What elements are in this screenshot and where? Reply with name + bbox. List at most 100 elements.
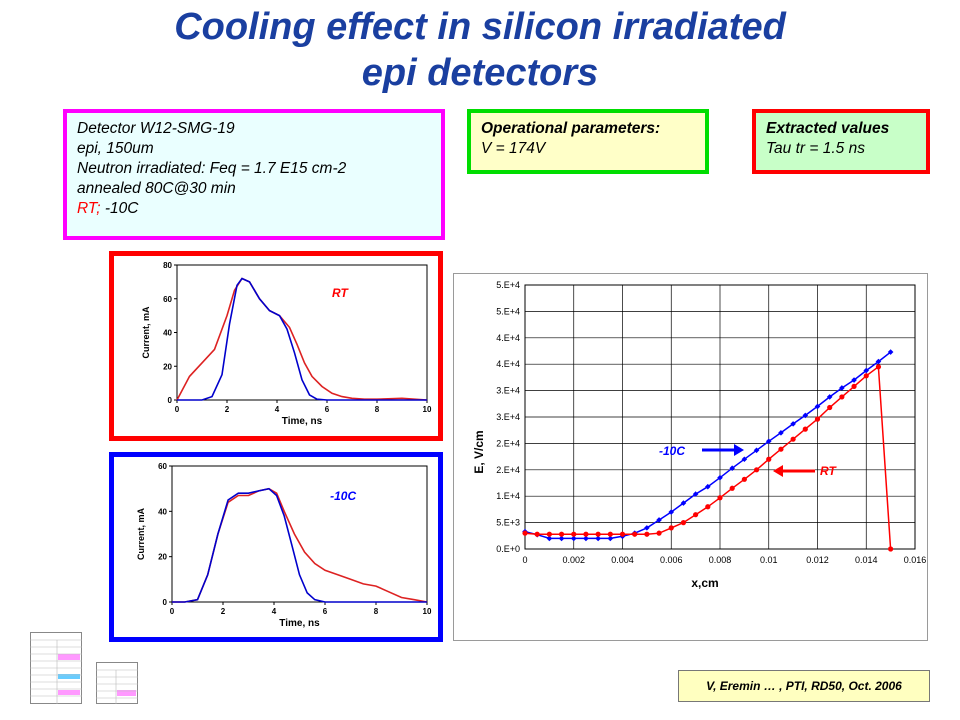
data-point-blue <box>717 474 723 481</box>
data-point-red <box>875 364 882 370</box>
y-tick-label: 1.E+4 <box>496 491 520 501</box>
y-tick-label: 40 <box>163 329 172 338</box>
cold-annotation: -10C <box>659 444 685 458</box>
plot-area <box>171 465 428 603</box>
data-point-red <box>741 476 747 482</box>
data-point-red <box>668 525 674 531</box>
x-tick-label: 0.008 <box>709 555 732 565</box>
y-tick-label: 2.E+4 <box>496 465 520 475</box>
y-axis-label: Current, mA <box>136 508 146 561</box>
x-axis-label: Time, ns <box>282 416 323 427</box>
x-tick-label: 0 <box>175 405 180 414</box>
extracted-value: Tau tr = 1.5 ns <box>766 140 865 157</box>
data-point-red <box>656 530 662 536</box>
y-tick-label: 4.E+4 <box>496 359 520 369</box>
credit-text: V, Eremin … , PTI, RD50, Oct. 2006 <box>706 679 902 693</box>
data-point-red <box>632 531 638 537</box>
x-tick-label: 8 <box>375 405 380 414</box>
data-point-blue <box>570 535 577 542</box>
params-heading: Operational parameters: <box>481 120 661 137</box>
y-tick-label: 60 <box>163 295 172 304</box>
spreadsheet-thumbnail-left <box>30 632 82 704</box>
y-tick-label: 2.E+4 <box>496 438 520 448</box>
x-tick-label: 0.002 <box>562 555 585 565</box>
data-point-blue <box>656 517 662 523</box>
rt-annotation: RT <box>820 464 837 478</box>
x-axis-label: x,cm <box>691 576 718 590</box>
x-tick-label: 0.016 <box>904 555 927 565</box>
extracted-values-box: Extracted values Tau tr = 1.5 ns <box>752 109 930 174</box>
x-tick-label: 4 <box>272 607 277 616</box>
field-profile-chart-frame: 0.E+0 5.E+3 1.E+4 2.E+4 2.E+4 3.E+4 3.E+4 4.E+4… <box>453 273 928 641</box>
data-point-red <box>863 373 869 379</box>
spreadsheet-grid-icon <box>30 632 82 704</box>
y-tick-label: 0.E+0 <box>496 544 520 554</box>
data-point-red <box>778 446 784 452</box>
data-point-blue <box>546 535 553 542</box>
y-tick-label: 5.E+3 <box>496 518 520 528</box>
y-tick-label: 80 <box>163 261 172 270</box>
data-point-red <box>644 531 650 537</box>
plot-area <box>524 284 916 550</box>
cold-label: -10C <box>100 200 139 217</box>
x-tick-label: 0 <box>522 555 527 565</box>
data-point-blue <box>607 535 614 542</box>
data-point-red <box>802 426 808 432</box>
y-tick-label: 3.E+4 <box>496 386 520 396</box>
y-axis-label: Current, mA <box>141 306 151 359</box>
detector-info-box: Detector W12-SMG-19 epi, 150um Neutron i… <box>63 109 445 240</box>
detector-line-1: Detector W12-SMG-19 <box>77 120 235 137</box>
x-tick-label: 6 <box>323 607 328 616</box>
data-point-red <box>814 416 821 422</box>
data-point-blue <box>802 412 809 419</box>
y-tick-label: 40 <box>158 507 167 516</box>
x-tick-label: 0.004 <box>611 555 634 565</box>
x-axis-label: Time, ns <box>279 618 320 629</box>
data-point-red <box>522 530 528 536</box>
rt-pulse-chart-frame: 0 20 40 60 80 0 2 4 6 8 10 Time, ns Current, mA RT <box>109 251 443 441</box>
data-point-blue <box>668 509 675 515</box>
cold-pulse-chart: 0 20 40 60 0 2 4 6 8 10 Time, ns Current, mA -10C <box>136 462 432 629</box>
y-tick-label: 5.E+4 <box>496 306 520 316</box>
y-axis-label: E, V/cm <box>472 430 486 473</box>
series-line-blue <box>177 277 427 401</box>
operational-params-box: Operational parameters: V = 174V <box>467 109 709 174</box>
data-point-red <box>680 520 687 526</box>
data-point-red <box>790 436 796 442</box>
x-tick-label: 10 <box>423 607 432 616</box>
y-tick-label: 5.E+4 <box>496 280 520 290</box>
data-point-blue <box>583 535 589 542</box>
field-profile-chart: 0.E+0 5.E+3 1.E+4 2.E+4 2.E+4 3.E+4 3.E+4 4.E+4… <box>472 280 927 590</box>
y-tick-label: 20 <box>163 362 172 371</box>
data-point-red <box>619 531 626 537</box>
x-tick-label: 0 <box>170 607 175 616</box>
data-point-blue <box>790 421 796 427</box>
x-tick-label: 0.006 <box>660 555 683 565</box>
credit-box: V, Eremin … , PTI, RD50, Oct. 2006 <box>678 670 930 702</box>
slide-title: Cooling effect in silicon irradiated epi… <box>0 4 960 96</box>
series-line-red <box>172 487 428 603</box>
data-point-red <box>851 383 857 389</box>
params-value: V = 174V <box>481 140 546 157</box>
rt-label: RT; <box>77 200 101 217</box>
data-point-red <box>693 512 699 518</box>
data-point-red <box>753 467 760 473</box>
data-point-red <box>888 546 894 552</box>
data-point-red <box>534 531 540 537</box>
y-tick-label: 0 <box>168 396 173 405</box>
spreadsheet-grid-icon <box>96 662 138 704</box>
x-tick-label: 8 <box>374 607 379 616</box>
data-point-red <box>583 531 589 537</box>
detector-line-5: RT; -10C <box>77 199 431 219</box>
x-tick-label: 4 <box>275 405 280 414</box>
data-point-red <box>705 504 711 510</box>
data-point-red <box>595 531 601 537</box>
spreadsheet-thumbnail-right <box>96 662 138 704</box>
y-tick-label: 3.E+4 <box>496 412 520 422</box>
data-point-blue <box>558 535 565 542</box>
y-tick-label: 20 <box>158 553 167 562</box>
series-line-blue <box>172 487 427 603</box>
extracted-heading: Extracted values <box>766 120 890 137</box>
data-point-red <box>729 485 735 491</box>
cold-pulse-chart-frame: 0 20 40 60 0 2 4 6 8 10 Time, ns Current, mA -10C <box>109 452 443 642</box>
